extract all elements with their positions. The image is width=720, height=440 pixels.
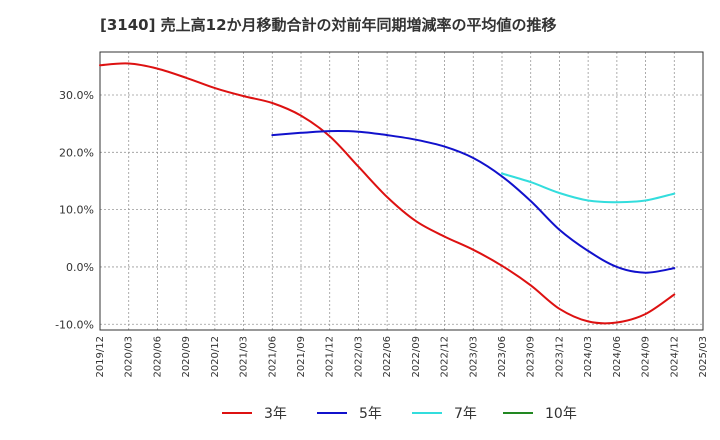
legend-label-3: 7年 [454,406,477,422]
x-tick-label: 2020/12 [210,336,221,378]
x-tick-label: 2023/03 [468,336,479,378]
y-axis-tick-labels: -10.0% 0.0% 10.0% 20.0% 30.0% [55,89,94,331]
x-tick-label: 2025/03 [698,336,709,378]
x-tick-label: 2023/06 [497,336,508,378]
y-tick-label: -10.0% [55,318,94,331]
series-line-2 [271,130,676,274]
y-tick-label: 30.0% [59,89,94,102]
x-axis-tick-labels: 2019/12 2020/03 2020/06 2020/09 2020/12 2021/… [95,336,709,378]
legend: 3年 5年 7年 10年 [222,406,577,422]
x-tick-label: 2023/09 [526,336,537,378]
x-tick-label: 2021/06 [267,336,278,378]
x-tick-label: 2022/12 [440,336,451,378]
x-tick-label: 2022/06 [382,336,393,378]
x-tick-label: 2023/12 [554,336,565,378]
x-tick-label: 2019/12 [95,336,106,378]
legend-label-4: 10年 [545,406,577,422]
y-tick-label: 10.0% [59,204,94,217]
x-tick-label: 2021/03 [239,336,250,378]
x-tick-label: 2020/09 [181,336,192,378]
x-tick-label: 2022/03 [353,336,364,378]
series-line-3 [501,172,676,204]
legend-label-1: 3年 [264,406,287,422]
plot-area-frame [99,51,704,331]
x-tick-label: 2020/03 [124,336,135,378]
x-tick-label: 2024/09 [641,336,652,378]
chart-title: [3140] 売上高12か月移動合計の対前年同期増減率の平均値の推移 [100,16,557,34]
x-tick-label: 2021/12 [325,336,336,378]
x-tick-label: 2024/03 [583,336,594,378]
x-tick-label: 2020/06 [152,336,163,378]
x-tick-label: 2022/09 [411,336,422,378]
legend-label-2: 5年 [359,406,382,422]
x-tick-label: 2021/09 [296,336,307,378]
y-tick-label: 0.0% [66,261,94,274]
y-tick-label: 20.0% [59,146,94,159]
x-tick-label: 2024/06 [612,336,623,378]
grid-layer [100,52,703,330]
series-layer [99,62,676,325]
x-tick-label: 2024/12 [669,336,680,378]
series-line-1 [99,62,676,325]
